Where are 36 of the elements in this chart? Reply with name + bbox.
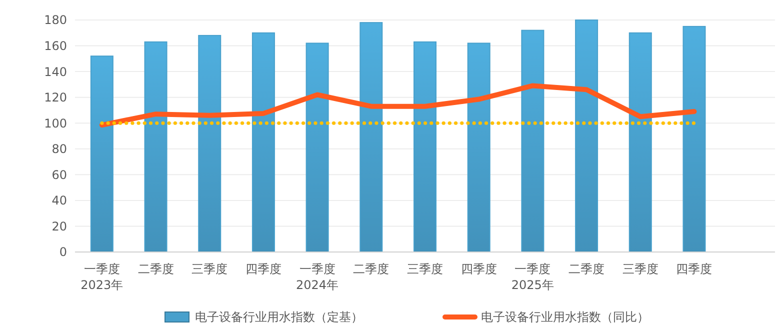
y-tick-label: 160 <box>44 38 67 53</box>
x-tick-label: 一季度 2024年 <box>296 262 339 292</box>
bar <box>521 30 544 252</box>
bar <box>682 26 706 252</box>
x-tick-label: 三季度 <box>192 262 228 276</box>
y-tick-label: 100 <box>44 116 67 130</box>
x-tick-label: 二季度 <box>353 262 390 276</box>
x-tick-label: 三季度 <box>407 262 443 276</box>
bar <box>198 34 222 252</box>
x-tick-label: 三季度 <box>622 262 658 276</box>
x-tick-label: 一季度 2025年 <box>511 262 554 292</box>
x-tick-label: 四季度 <box>245 262 282 276</box>
y-tick-label: 140 <box>44 64 67 79</box>
y-tick-label: 0 <box>59 245 67 260</box>
legend-label: 电子设备行业用水指数（定基） <box>195 310 363 324</box>
bar <box>90 56 114 252</box>
bar <box>144 41 168 252</box>
bar <box>306 42 329 252</box>
y-tick-label: 20 <box>52 219 67 234</box>
y-tick-label: 120 <box>44 90 67 105</box>
y-tick-label: 80 <box>52 142 67 156</box>
y-tick-label: 180 <box>44 13 67 28</box>
bar <box>575 20 598 252</box>
x-tick-label: 四季度 <box>460 262 497 276</box>
bar <box>414 41 436 252</box>
bar <box>628 32 652 252</box>
bar <box>467 42 490 252</box>
x-tick-label: 一季度 2023年 <box>80 262 124 292</box>
y-tick-label: 40 <box>52 194 67 208</box>
y-tick-label: 60 <box>52 168 67 182</box>
bar <box>360 22 383 252</box>
bar <box>252 32 275 252</box>
x-tick-label: 二季度 <box>138 262 174 276</box>
x-tick-label: 四季度 <box>676 262 712 276</box>
legend-label: 电子设备行业用水指数（同比） <box>481 310 649 324</box>
x-tick-label: 二季度 <box>568 262 605 276</box>
